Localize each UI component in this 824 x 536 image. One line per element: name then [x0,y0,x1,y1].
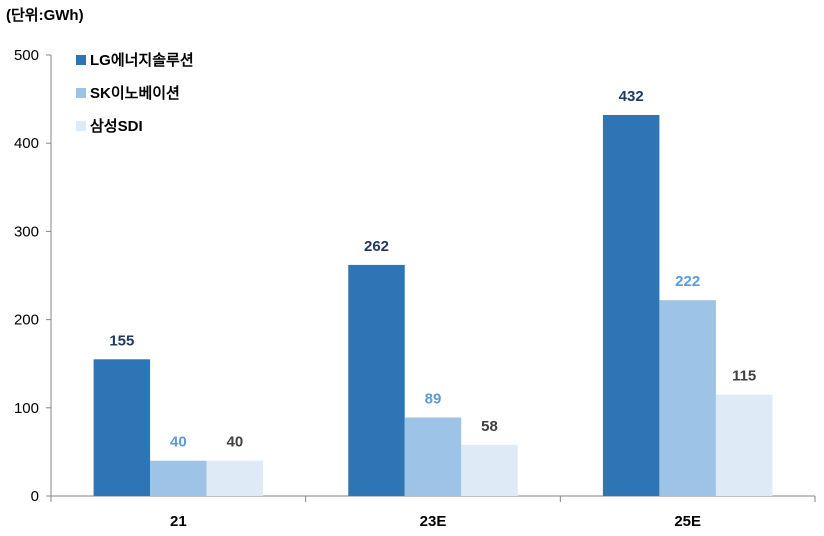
y-tick-label: 300 [14,223,39,240]
y-axis: 0 100 200 300 400 500 [14,47,52,505]
y-tick-label: 200 [14,312,39,329]
x-axis: 21 23E 25E [50,495,816,530]
bar [348,264,405,496]
bar [93,359,151,496]
legend-swatch [76,55,86,65]
bar [659,300,716,496]
data-label: 432 [619,88,644,105]
y-tick-label: 500 [14,47,39,64]
legend-swatch [76,88,86,98]
data-label: 40 [170,434,187,451]
bar [602,114,660,496]
data-labels: 155 40 40 262 89 58 432 222 115 [109,88,756,451]
bars [93,114,773,496]
data-label: 89 [425,391,442,408]
data-label: 40 [226,434,243,451]
x-category-label: 23E [420,513,447,530]
bar [404,417,462,496]
data-label: 115 [732,368,756,385]
bar [715,394,773,496]
data-label: 155 [109,332,134,349]
legend-label: SK이노베이션 [90,85,180,102]
bar [150,460,207,496]
legend-label: LG에너지솔루션 [90,52,194,69]
bar [206,460,264,496]
bar [461,444,518,496]
x-category-label: 25E [674,513,701,530]
y-tick-label: 0 [31,488,39,505]
data-label: 262 [364,238,389,255]
y-tick-label: 100 [14,400,39,417]
unit-label: (단위:GWh) [6,7,84,24]
legend-swatch [76,121,86,131]
data-label: 58 [481,418,498,435]
data-label: 222 [675,273,700,290]
legend-label: 삼성SDI [90,117,143,135]
y-tick-label: 400 [14,135,39,152]
x-category-label: 21 [170,513,187,530]
